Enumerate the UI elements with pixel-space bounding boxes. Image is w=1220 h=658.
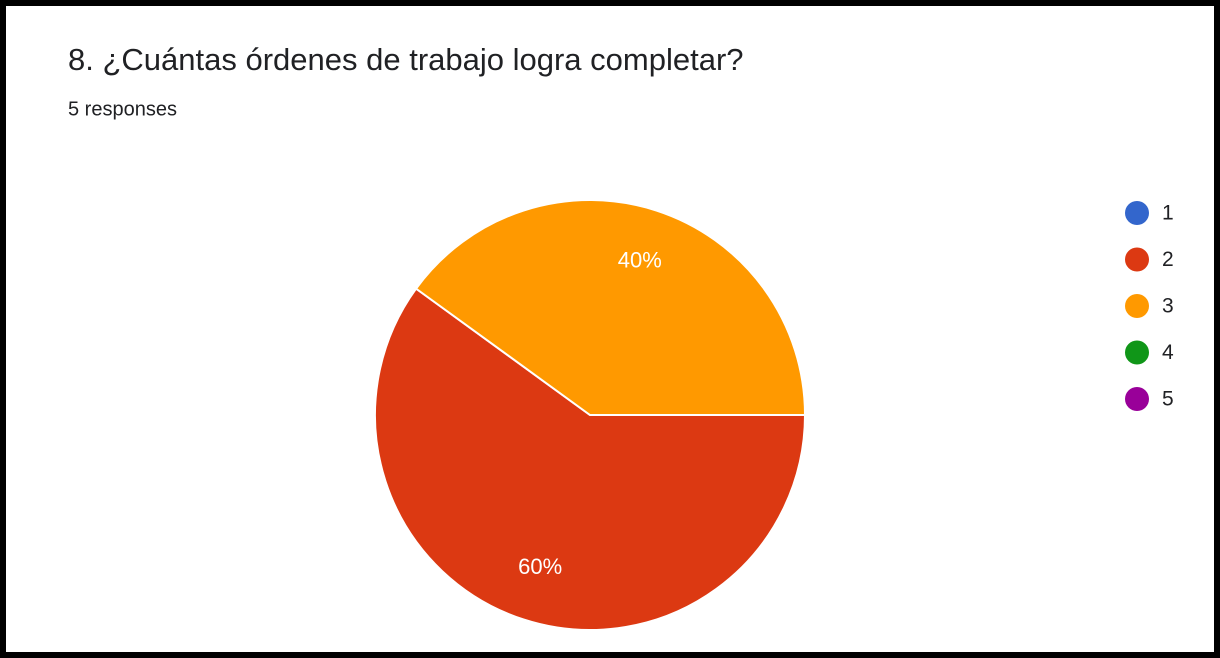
legend-label: 2	[1162, 248, 1174, 271]
legend-swatch	[1125, 387, 1149, 411]
chart-subtitle: 5 responses	[68, 98, 177, 120]
legend-swatch	[1125, 340, 1149, 365]
pie-slice	[414, 199, 807, 416]
pie-slice	[374, 287, 807, 631]
legend-label: 4	[1162, 341, 1174, 364]
legend-swatch	[1125, 294, 1149, 318]
legend-label: 1	[1162, 202, 1174, 225]
chart-title: 8. ¿Cuántas órdenes de trabajo logra com…	[68, 42, 744, 77]
legend-swatch	[1125, 201, 1149, 225]
legend-label: 5	[1162, 388, 1174, 411]
slice-label: 40%	[618, 247, 662, 272]
legend-swatch	[1125, 247, 1149, 272]
slice-label: 60%	[518, 554, 562, 579]
legend-label: 3	[1162, 295, 1174, 318]
